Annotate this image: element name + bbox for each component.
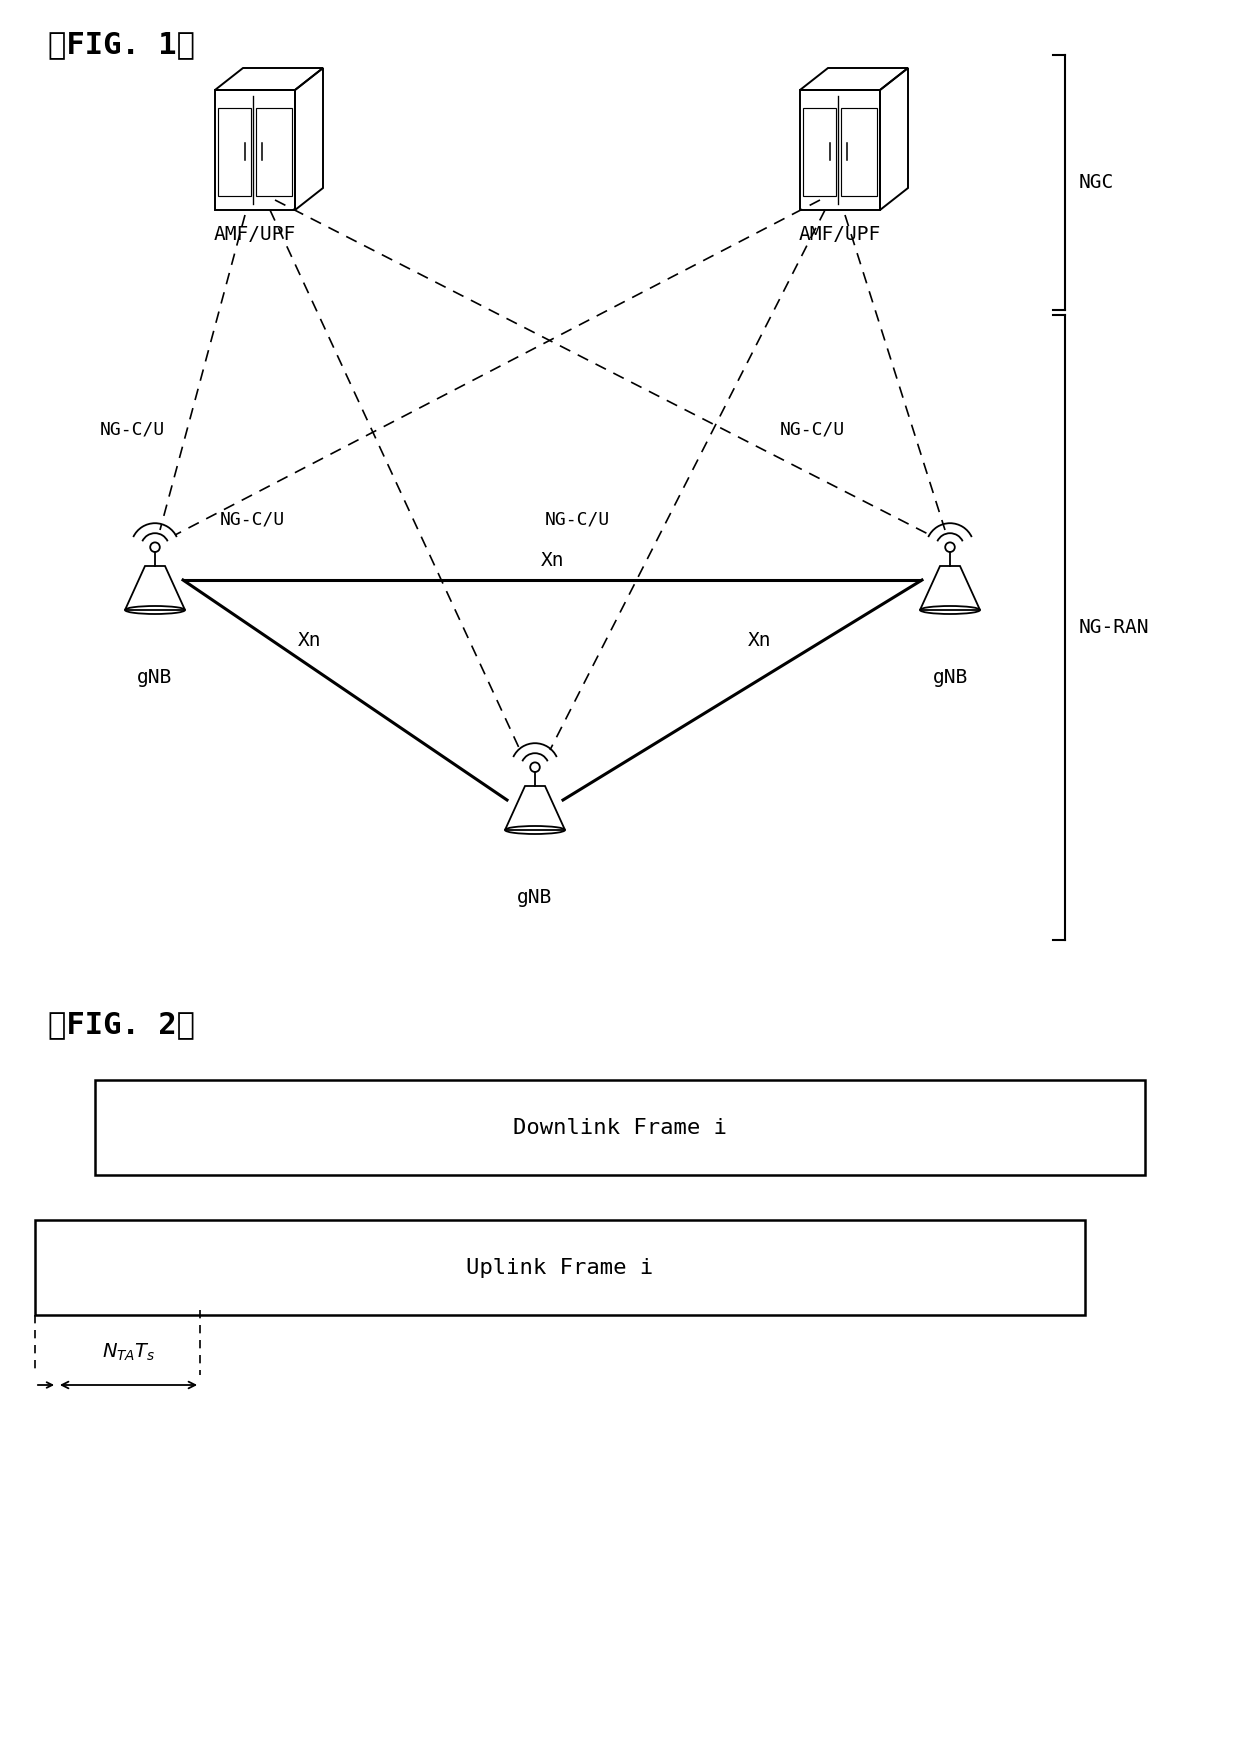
- Text: NG-C/U: NG-C/U: [546, 511, 610, 529]
- Text: Xn: Xn: [748, 631, 771, 649]
- Text: gNB: gNB: [517, 889, 553, 908]
- Text: AMF/UPF: AMF/UPF: [799, 224, 882, 243]
- Text: Uplink Frame i: Uplink Frame i: [466, 1257, 653, 1278]
- Text: gNB: gNB: [932, 668, 967, 687]
- Text: $N_{TA}T_s$: $N_{TA}T_s$: [102, 1343, 155, 1363]
- Text: NG-C/U: NG-C/U: [100, 421, 165, 438]
- Text: NG-RAN: NG-RAN: [1079, 617, 1149, 636]
- Text: Xn: Xn: [299, 631, 321, 649]
- Text: NG-C/U: NG-C/U: [219, 511, 285, 529]
- Text: NG-C/U: NG-C/U: [780, 421, 846, 438]
- Text: 』FIG. 2】: 』FIG. 2】: [48, 1010, 195, 1038]
- Text: gNB: gNB: [138, 668, 172, 687]
- Text: 』FIG. 1】: 』FIG. 1】: [48, 30, 195, 59]
- Text: NGC: NGC: [1079, 172, 1115, 191]
- Text: AMF/UPF: AMF/UPF: [213, 224, 296, 243]
- Text: Downlink Frame i: Downlink Frame i: [513, 1118, 727, 1137]
- Text: Xn: Xn: [541, 551, 564, 570]
